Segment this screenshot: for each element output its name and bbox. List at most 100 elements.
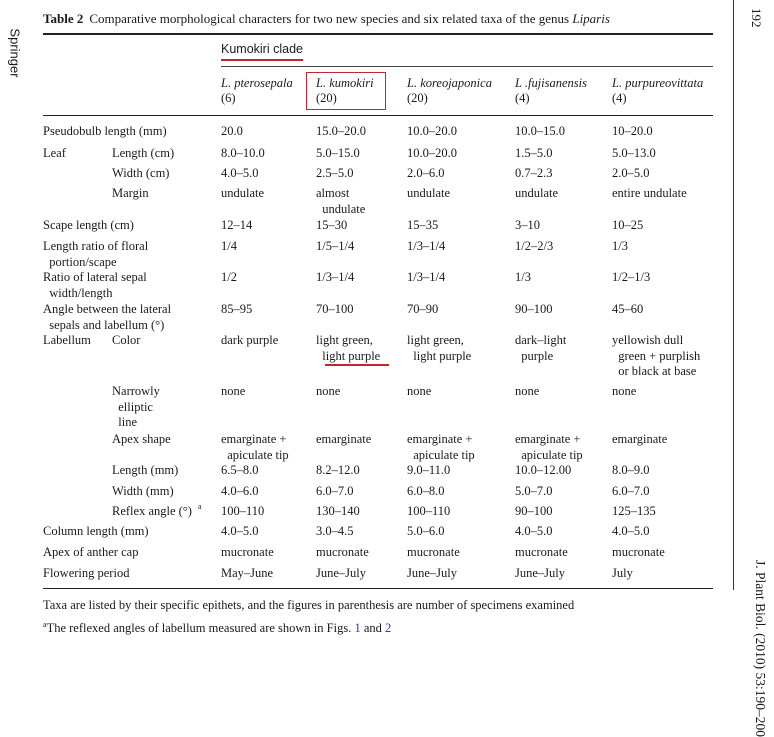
- table-cell: undulate: [221, 186, 265, 200]
- table-cell: 1/2: [221, 270, 237, 284]
- table-cell: 6.0–7.0: [612, 484, 650, 498]
- table-cell: 0.7–2.3: [515, 166, 553, 180]
- table-cell: 9.0–11.0: [407, 463, 451, 477]
- table-cell: 70–90: [407, 302, 439, 316]
- table-cell: June–July: [515, 566, 565, 580]
- row-label: Ratio of lateral sepal width/length: [43, 270, 147, 300]
- kumokiri-color-underline: [325, 364, 389, 366]
- table-cell: mucronate: [221, 545, 274, 559]
- row-sublabel: Width (mm): [112, 484, 174, 498]
- margin-rule: [733, 0, 734, 590]
- table-cell: 6.0–8.0: [407, 484, 445, 498]
- table-cell: emarginate + apiculate tip: [221, 432, 289, 462]
- table-cell: 45–60: [612, 302, 644, 316]
- clade-underline: [221, 59, 303, 61]
- table-label: Table 2: [43, 11, 84, 26]
- table-cell: 10.0–20.0: [407, 146, 457, 160]
- table-cell: 4.0–5.0: [221, 166, 259, 180]
- table-cell: 5.0–7.0: [515, 484, 553, 498]
- table-cell: 3.0–4.5: [316, 524, 354, 538]
- table-cell: 10.0–20.0: [407, 124, 457, 138]
- table-cell: 100–110: [407, 504, 451, 518]
- clade-span-rule: [221, 66, 713, 67]
- column-header: L. pterosepala (6): [221, 76, 293, 106]
- row-sublabel: Narrowly elliptic line: [112, 384, 160, 429]
- table-cell: 4.0–5.0: [515, 524, 553, 538]
- top-rule: [43, 33, 713, 35]
- table-cell: 3–10: [515, 218, 540, 232]
- table-cell: July: [612, 566, 633, 580]
- clade-label: Kumokiri clade: [221, 42, 303, 56]
- table-cell: 1.5–5.0: [515, 146, 553, 160]
- table-cell: 1/2–2/3: [515, 239, 554, 253]
- footnote-2: aThe reflexed angles of labellum measure…: [43, 620, 391, 636]
- table-cell: 15–30: [316, 218, 348, 232]
- table-cell: 5.0–13.0: [612, 146, 656, 160]
- table-cell: 2.0–5.0: [612, 166, 650, 180]
- table-cell: undulate: [407, 186, 451, 200]
- table-cell: none: [221, 384, 246, 398]
- row-sublabel: Margin: [112, 186, 149, 200]
- table-cell: 130–140: [316, 504, 360, 518]
- table-cell: 1/4: [221, 239, 237, 253]
- figure-2-link[interactable]: 2: [385, 621, 392, 636]
- row-sublabel: Reflex angle (°): [112, 504, 192, 518]
- table-cell: 90–100: [515, 302, 553, 316]
- bottom-rule: [43, 588, 713, 589]
- journal-citation: J. Plant Biol. (2010) 53:190–200: [753, 560, 768, 737]
- species-name: L. koreojaponica: [407, 76, 492, 90]
- row-label: Leaf: [43, 146, 66, 160]
- row-label: Scape length (cm): [43, 218, 134, 232]
- column-header: L. koreojaponica (20): [407, 76, 492, 106]
- table-cell: 100–110: [221, 504, 265, 518]
- table-cell: 90–100: [515, 504, 553, 518]
- footnote-1: Taxa are listed by their specific epithe…: [43, 598, 575, 612]
- table-cell: 1/3–1/4: [407, 270, 446, 284]
- publisher-logo: Springer: [6, 8, 24, 98]
- table-cell: emarginate: [316, 432, 372, 446]
- table-cell: mucronate: [407, 545, 460, 559]
- table-cell: June–July: [316, 566, 366, 580]
- table-cell: 10–25: [612, 218, 644, 232]
- footnote-2-text: The reflexed angles of labellum measured…: [46, 621, 352, 636]
- table-cell: 1/3–1/4: [407, 239, 446, 253]
- column-header: L. kumokiri (20): [316, 76, 374, 106]
- specimen-count: (6): [221, 91, 236, 105]
- species-name: L. pterosepala: [221, 76, 293, 90]
- table-cell: June–July: [407, 566, 457, 580]
- figure-1-link[interactable]: 1: [354, 621, 361, 636]
- table-cell: 8.2–12.0: [316, 463, 360, 477]
- table-cell: 12–14: [221, 218, 253, 232]
- table-cell: dark–light purple: [515, 333, 567, 363]
- row-sublabel: Width (cm): [112, 166, 170, 180]
- table-cell: undulate: [515, 186, 559, 200]
- row-label: Pseudobulb length (mm): [43, 124, 167, 138]
- table-cell: 4.0–5.0: [612, 524, 650, 538]
- table-cell: 1/5–1/4: [316, 239, 355, 253]
- row-label: Angle between the lateral sepals and lab…: [43, 302, 172, 332]
- table-cell: none: [316, 384, 341, 398]
- table-cell: almost undulate: [316, 186, 366, 216]
- table-cell: none: [515, 384, 540, 398]
- table-cell: yellowish dull green + purplish or black…: [612, 333, 701, 378]
- table-cell: mucronate: [612, 545, 665, 559]
- table-cell: 4.0–6.0: [221, 484, 259, 498]
- right-margin: 192 J. Plant Biol. (2010) 53:190–200: [744, 0, 774, 737]
- species-name: L .fujisanensis: [515, 76, 588, 90]
- table-cell: 15–35: [407, 218, 439, 232]
- kumokiri-highlight-box: [306, 72, 386, 110]
- table-cell: entire undulate: [612, 186, 687, 200]
- table-cell: 6.5–8.0: [221, 463, 259, 477]
- page-number: 192: [749, 8, 764, 28]
- table-cell: 10.0–12.00: [515, 463, 572, 477]
- row-sublabel: Length (cm): [112, 146, 175, 160]
- table-cell: 8.0–10.0: [221, 146, 265, 160]
- footnote-mark: a: [43, 620, 47, 629]
- table-cell: none: [612, 384, 637, 398]
- table-cell: 1/3–1/4: [316, 270, 355, 284]
- table-cell: 4.0–5.0: [221, 524, 259, 538]
- table-cell: emarginate + apiculate tip: [407, 432, 475, 462]
- table-cell: none: [407, 384, 432, 398]
- table-cell: 10.0–15.0: [515, 124, 565, 138]
- table-genus: Liparis: [572, 11, 610, 26]
